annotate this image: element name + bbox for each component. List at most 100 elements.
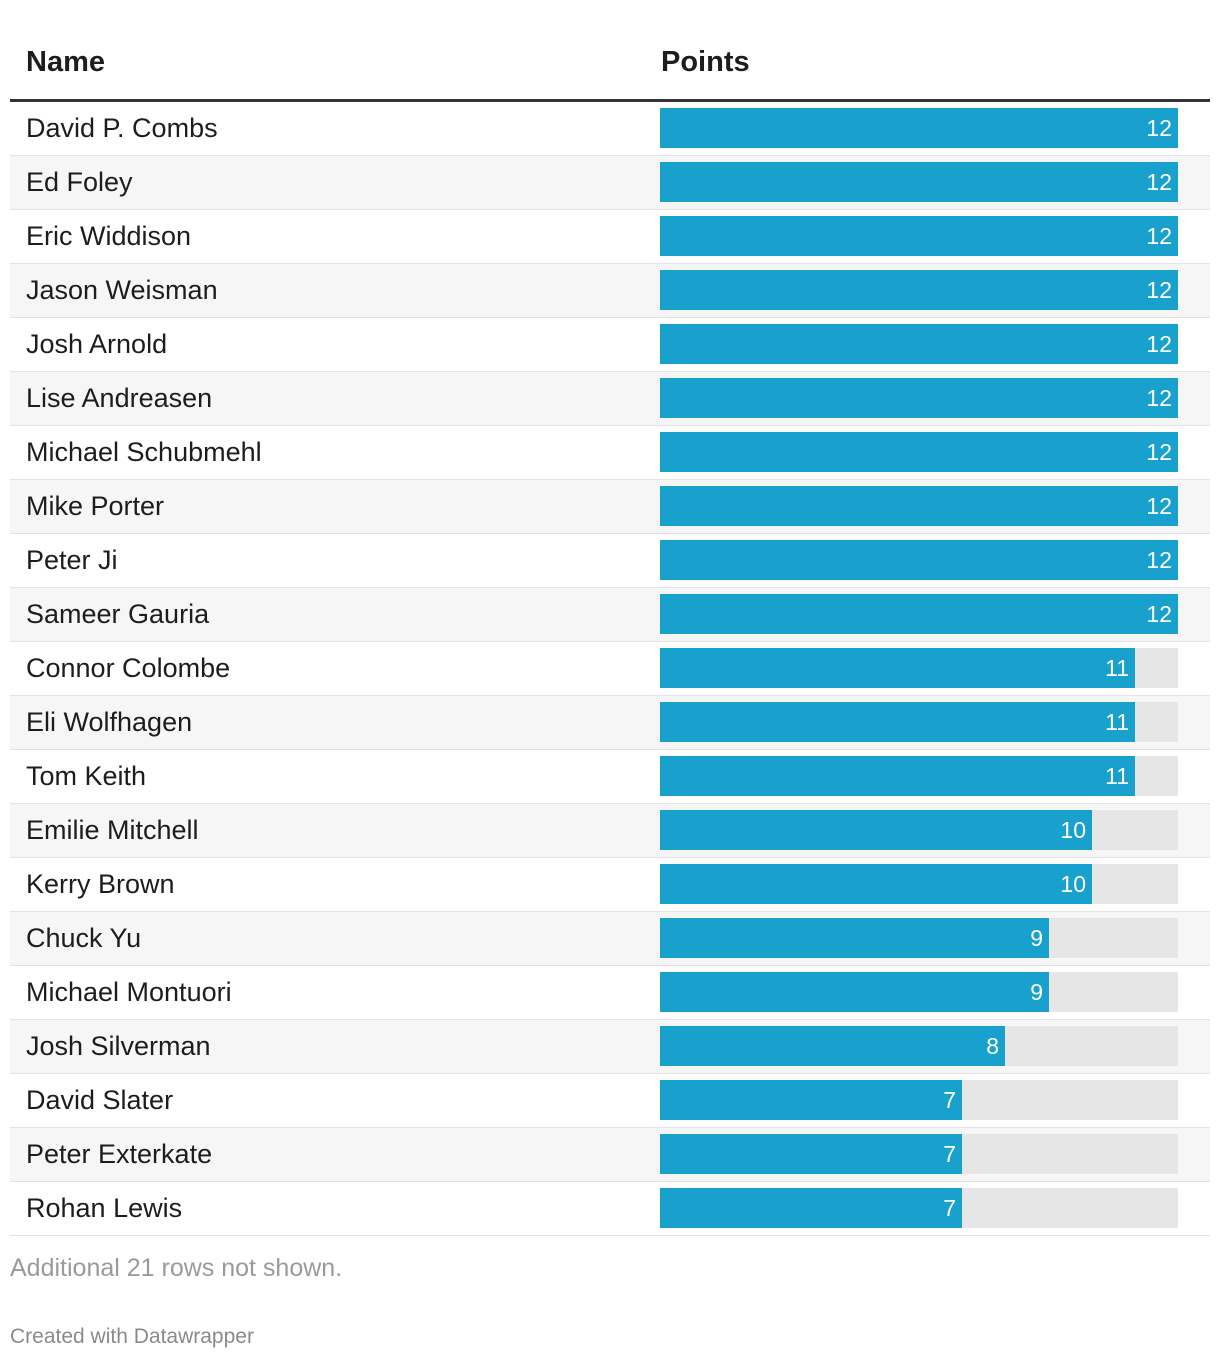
row-name: Tom Keith [26, 761, 147, 791]
row-name: Sameer Gauria [26, 599, 210, 629]
points-bar: 12 [660, 486, 1178, 526]
table-row: Ed Foley 12 [10, 156, 1210, 210]
bar-track: 12 [660, 108, 1178, 148]
table-row: Peter Ji 12 [10, 534, 1210, 588]
table-row: Rohan Lewis 7 [10, 1182, 1210, 1236]
points-bar: 11 [660, 702, 1135, 742]
rows-hidden-note: Additional 21 rows not shown. [10, 1254, 343, 1282]
row-name: Peter Ji [26, 545, 118, 575]
row-name: David Slater [26, 1085, 174, 1115]
row-name: Rohan Lewis [26, 1193, 183, 1223]
table-row: Michael Schubmehl 12 [10, 426, 1210, 480]
points-bar: 9 [660, 918, 1049, 958]
points-bar: 7 [660, 1080, 962, 1120]
points-bar: 12 [660, 540, 1178, 580]
points-value-label: 7 [943, 1087, 956, 1113]
points-value-label: 9 [1030, 979, 1043, 1005]
points-value-label: 7 [943, 1141, 956, 1167]
row-name: Connor Colombe [26, 653, 231, 683]
points-bar: 11 [660, 648, 1135, 688]
points-bar: 12 [660, 432, 1178, 472]
row-name: Jason Weisman [26, 275, 218, 305]
table-row: Kerry Brown 10 [10, 858, 1210, 912]
points-value-label: 11 [1105, 655, 1129, 681]
bar-track: 12 [660, 216, 1178, 256]
table-row: Connor Colombe 11 [10, 642, 1210, 696]
table-row: Lise Andreasen 12 [10, 372, 1210, 426]
points-value-label: 9 [1030, 925, 1043, 951]
table-row: Mike Porter 12 [10, 480, 1210, 534]
table-row: Josh Arnold 12 [10, 318, 1210, 372]
row-name: Mike Porter [26, 491, 165, 521]
points-bar: 12 [660, 108, 1178, 148]
points-bar: 12 [660, 378, 1178, 418]
bar-track: 12 [660, 324, 1178, 364]
bar-track: 10 [660, 864, 1178, 904]
points-bar: 12 [660, 594, 1178, 634]
points-value-label: 7 [943, 1195, 956, 1221]
table-row: Michael Montuori 9 [10, 966, 1210, 1020]
points-value-label: 12 [1146, 439, 1172, 465]
table-body: David P. Combs 12 Ed Foley 12 Eric Widdison 1… [10, 102, 1210, 1236]
points-value-label: 11 [1105, 763, 1129, 789]
row-name: Peter Exterkate [26, 1139, 213, 1169]
row-name: Josh Silverman [26, 1031, 211, 1061]
table-row: Eli Wolfhagen 11 [10, 696, 1210, 750]
points-value-label: 12 [1146, 331, 1172, 357]
bar-track: 7 [660, 1134, 1178, 1174]
points-value-label: 12 [1146, 493, 1172, 519]
bar-track: 12 [660, 270, 1178, 310]
row-name: Ed Foley [26, 167, 133, 197]
points-value-label: 12 [1146, 385, 1172, 411]
row-name: Kerry Brown [26, 869, 175, 899]
points-bar: 11 [660, 756, 1135, 796]
bar-track: 11 [660, 702, 1178, 742]
table-row: Sameer Gauria 12 [10, 588, 1210, 642]
row-name: David P. Combs [26, 113, 218, 143]
points-bar: 10 [660, 810, 1092, 850]
points-value-label: 11 [1105, 709, 1129, 735]
row-name: Emilie Mitchell [26, 815, 199, 845]
row-name: Chuck Yu [26, 923, 142, 953]
points-value-label: 12 [1146, 115, 1172, 141]
table-row: David Slater 7 [10, 1074, 1210, 1128]
bar-track: 12 [660, 162, 1178, 202]
points-bar: 8 [660, 1026, 1005, 1066]
bar-track: 7 [660, 1188, 1178, 1228]
table-row: Chuck Yu 9 [10, 912, 1210, 966]
row-name: Lise Andreasen [26, 383, 213, 413]
points-bar: 12 [660, 324, 1178, 364]
table-row: Eric Widdison 12 [10, 210, 1210, 264]
bar-track: 12 [660, 540, 1178, 580]
points-bar: 10 [660, 864, 1092, 904]
bar-track: 12 [660, 594, 1178, 634]
points-bar: 7 [660, 1134, 962, 1174]
table-header: Name Points [10, 0, 1210, 102]
points-bar: 12 [660, 216, 1178, 256]
table-row: Tom Keith 11 [10, 750, 1210, 804]
points-value-label: 12 [1146, 169, 1172, 195]
points-table: Name Points David P. Combs 12 Ed Foley 12 Er… [10, 0, 1210, 1236]
bar-track: 12 [660, 486, 1178, 526]
points-bar: 12 [660, 162, 1178, 202]
table-row: David P. Combs 12 [10, 102, 1210, 156]
table-row: Peter Exterkate 7 [10, 1128, 1210, 1182]
points-value-label: 12 [1146, 547, 1172, 573]
points-bar: 9 [660, 972, 1049, 1012]
points-value-label: 8 [986, 1033, 999, 1059]
table-row: Josh Silverman 8 [10, 1020, 1210, 1074]
bar-track: 8 [660, 1026, 1178, 1066]
points-value-label: 12 [1146, 277, 1172, 303]
bar-track: 9 [660, 918, 1178, 958]
points-value-label: 10 [1060, 817, 1086, 843]
bar-track: 11 [660, 756, 1178, 796]
points-value-label: 12 [1146, 223, 1172, 249]
column-header-points[interactable]: Points [661, 46, 750, 78]
bar-track: 9 [660, 972, 1178, 1012]
row-name: Josh Arnold [26, 329, 168, 359]
column-header-name[interactable]: Name [26, 46, 105, 78]
points-value-label: 10 [1060, 871, 1086, 897]
table-row: Emilie Mitchell 10 [10, 804, 1210, 858]
row-name: Michael Schubmehl [26, 437, 262, 467]
points-bar: 7 [660, 1188, 962, 1228]
